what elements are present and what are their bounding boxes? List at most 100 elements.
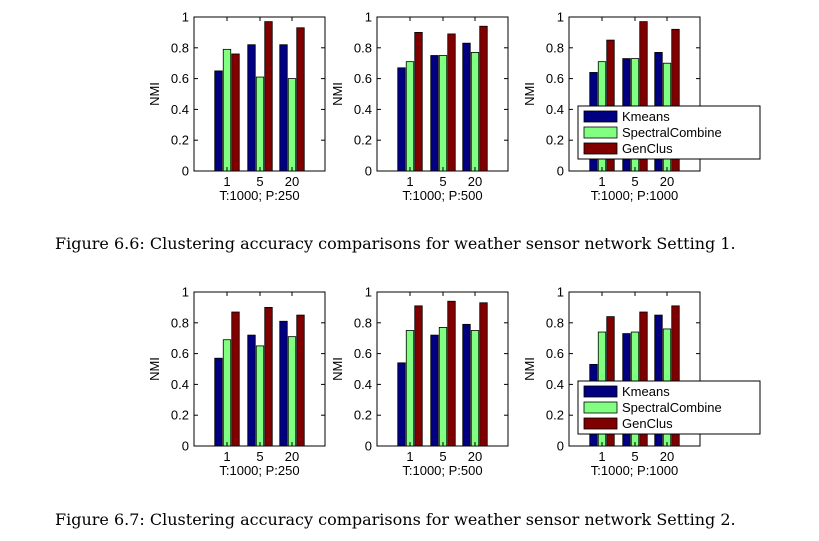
legend-swatch-spectralcombine bbox=[583, 401, 618, 414]
subplot-4: 0 0.2 0.4 0.6 0.8 1 1 5 20T:1000; P:250 NMI bbox=[147, 285, 326, 478]
x-axis-label: T:1000; P:500 bbox=[402, 463, 482, 478]
bar-kmeans-5 bbox=[430, 55, 439, 172]
bar-genclus-5 bbox=[447, 300, 456, 447]
y-tick-label: 0.4 bbox=[171, 102, 189, 117]
bar-genclus-5 bbox=[447, 33, 456, 172]
bar-kmeans-20 bbox=[462, 42, 471, 172]
y-axis-label: NMI bbox=[330, 357, 345, 381]
y-tick-label: 1 bbox=[365, 285, 372, 300]
y-tick-label: 0.6 bbox=[171, 71, 189, 86]
bar-genclus-1 bbox=[414, 32, 423, 172]
y-tick-label: 1 bbox=[182, 285, 189, 300]
bar-spectralcombine-20 bbox=[470, 52, 480, 172]
bar-genclus-1 bbox=[231, 311, 240, 447]
y-tick-label: 0.2 bbox=[546, 133, 564, 148]
legend-label-genclus: GenClus bbox=[622, 141, 673, 156]
bar-kmeans-5 bbox=[247, 334, 256, 447]
x-tick-label: 20 bbox=[285, 449, 299, 464]
bar-kmeans-20 bbox=[279, 320, 288, 447]
x-tick-label: 1 bbox=[406, 449, 413, 464]
y-tick-label: 0.8 bbox=[171, 40, 189, 55]
legend-label-genclus: GenClus bbox=[622, 416, 673, 431]
y-tick-label: 1 bbox=[557, 10, 564, 25]
y-tick-label: 0 bbox=[557, 164, 564, 179]
x-tick-label: 20 bbox=[660, 174, 674, 189]
y-axis-label: NMI bbox=[522, 82, 537, 106]
y-tick-label: 0.4 bbox=[546, 377, 564, 392]
y-tick-label: 0 bbox=[365, 439, 372, 454]
y-tick-label: 0.2 bbox=[546, 408, 564, 423]
x-tick-label: 1 bbox=[406, 174, 413, 189]
legend-label-spectralcombine: SpectralCombine bbox=[622, 400, 722, 415]
bar-spectralcombine-5 bbox=[438, 55, 448, 172]
y-tick-label: 0.6 bbox=[546, 346, 564, 361]
x-tick-label: 20 bbox=[285, 174, 299, 189]
subplot-1: 0 0.2 0.4 0.6 0.8 1 1 5 20T:1000; P:250 NMI bbox=[147, 10, 326, 203]
y-tick-label: 0.8 bbox=[546, 40, 564, 55]
legend-swatch-genclus bbox=[583, 142, 618, 155]
x-axis-label: T:1000; P:1000 bbox=[591, 188, 678, 203]
x-tick-label: 5 bbox=[631, 449, 638, 464]
bar-spectralcombine-1 bbox=[222, 48, 232, 172]
bar-kmeans-20 bbox=[279, 44, 288, 172]
y-tick-label: 0 bbox=[557, 439, 564, 454]
y-tick-label: 0.2 bbox=[171, 408, 189, 423]
y-tick-label: 0 bbox=[182, 164, 189, 179]
x-tick-label: 5 bbox=[439, 174, 446, 189]
bar-spectralcombine-5 bbox=[255, 76, 265, 172]
y-tick-label: 0.8 bbox=[546, 315, 564, 330]
y-tick-label: 0 bbox=[182, 439, 189, 454]
bar-kmeans-5 bbox=[430, 334, 439, 447]
bar-genclus-20 bbox=[479, 302, 488, 447]
bar-spectralcombine-20 bbox=[287, 336, 297, 447]
x-tick-label: 5 bbox=[439, 449, 446, 464]
bar-spectralcombine-1 bbox=[405, 61, 415, 172]
bar-spectralcombine-5 bbox=[438, 327, 448, 447]
bar-genclus-1 bbox=[414, 305, 423, 447]
bar-kmeans-1 bbox=[214, 357, 223, 447]
subplot-2: 0 0.2 0.4 0.6 0.8 1 1 5 20T:1000; P:500 NMI bbox=[330, 10, 509, 203]
subplot-5: 0 0.2 0.4 0.6 0.8 1 1 5 20T:1000; P:500 NMI bbox=[330, 285, 509, 478]
bar-kmeans-5 bbox=[247, 44, 256, 172]
legend-label-kmeans: Kmeans bbox=[622, 384, 670, 399]
legend-swatch-spectralcombine bbox=[583, 126, 618, 139]
bar-genclus-5 bbox=[264, 306, 273, 447]
bar-spectralcombine-1 bbox=[222, 339, 232, 447]
x-axis-label: T:1000; P:250 bbox=[219, 188, 299, 203]
x-tick-label: 20 bbox=[468, 449, 482, 464]
y-tick-label: 0.4 bbox=[354, 102, 372, 117]
y-tick-label: 0.2 bbox=[354, 408, 372, 423]
y-tick-label: 0.4 bbox=[546, 102, 564, 117]
y-axis-label: NMI bbox=[330, 82, 345, 106]
y-axis-label: NMI bbox=[522, 357, 537, 381]
y-axis-label: NMI bbox=[147, 357, 162, 381]
x-axis-label: T:1000; P:1000 bbox=[591, 463, 678, 478]
y-tick-label: 0.8 bbox=[171, 315, 189, 330]
x-tick-label: 5 bbox=[256, 449, 263, 464]
y-tick-label: 0.6 bbox=[546, 71, 564, 86]
subplot-3: 0 0.2 0.4 0.6 0.8 1 1 5 20T:1000; P:1000 NMI Kmean… bbox=[522, 10, 761, 203]
x-tick-label: 5 bbox=[631, 174, 638, 189]
y-tick-label: 0.4 bbox=[171, 377, 189, 392]
bar-kmeans-1 bbox=[397, 362, 406, 447]
y-tick-label: 0.2 bbox=[171, 133, 189, 148]
x-axis-label: T:1000; P:250 bbox=[219, 463, 299, 478]
y-tick-label: 0.6 bbox=[354, 71, 372, 86]
bar-kmeans-1 bbox=[214, 70, 223, 172]
y-tick-label: 0.6 bbox=[354, 346, 372, 361]
y-tick-label: 0 bbox=[365, 164, 372, 179]
y-tick-label: 0.8 bbox=[354, 315, 372, 330]
bar-kmeans-20 bbox=[462, 323, 471, 447]
x-tick-label: 1 bbox=[598, 449, 605, 464]
x-tick-label: 20 bbox=[660, 449, 674, 464]
bar-kmeans-1 bbox=[397, 67, 406, 172]
bar-genclus-20 bbox=[296, 27, 305, 172]
legend-swatch-kmeans bbox=[583, 110, 618, 123]
x-tick-label: 1 bbox=[223, 449, 230, 464]
figure-caption-1: Figure 6.6: Clustering accuracy comparis… bbox=[55, 234, 736, 253]
bar-genclus-5 bbox=[639, 21, 648, 172]
x-tick-label: 1 bbox=[223, 174, 230, 189]
bar-spectralcombine-20 bbox=[287, 78, 297, 172]
